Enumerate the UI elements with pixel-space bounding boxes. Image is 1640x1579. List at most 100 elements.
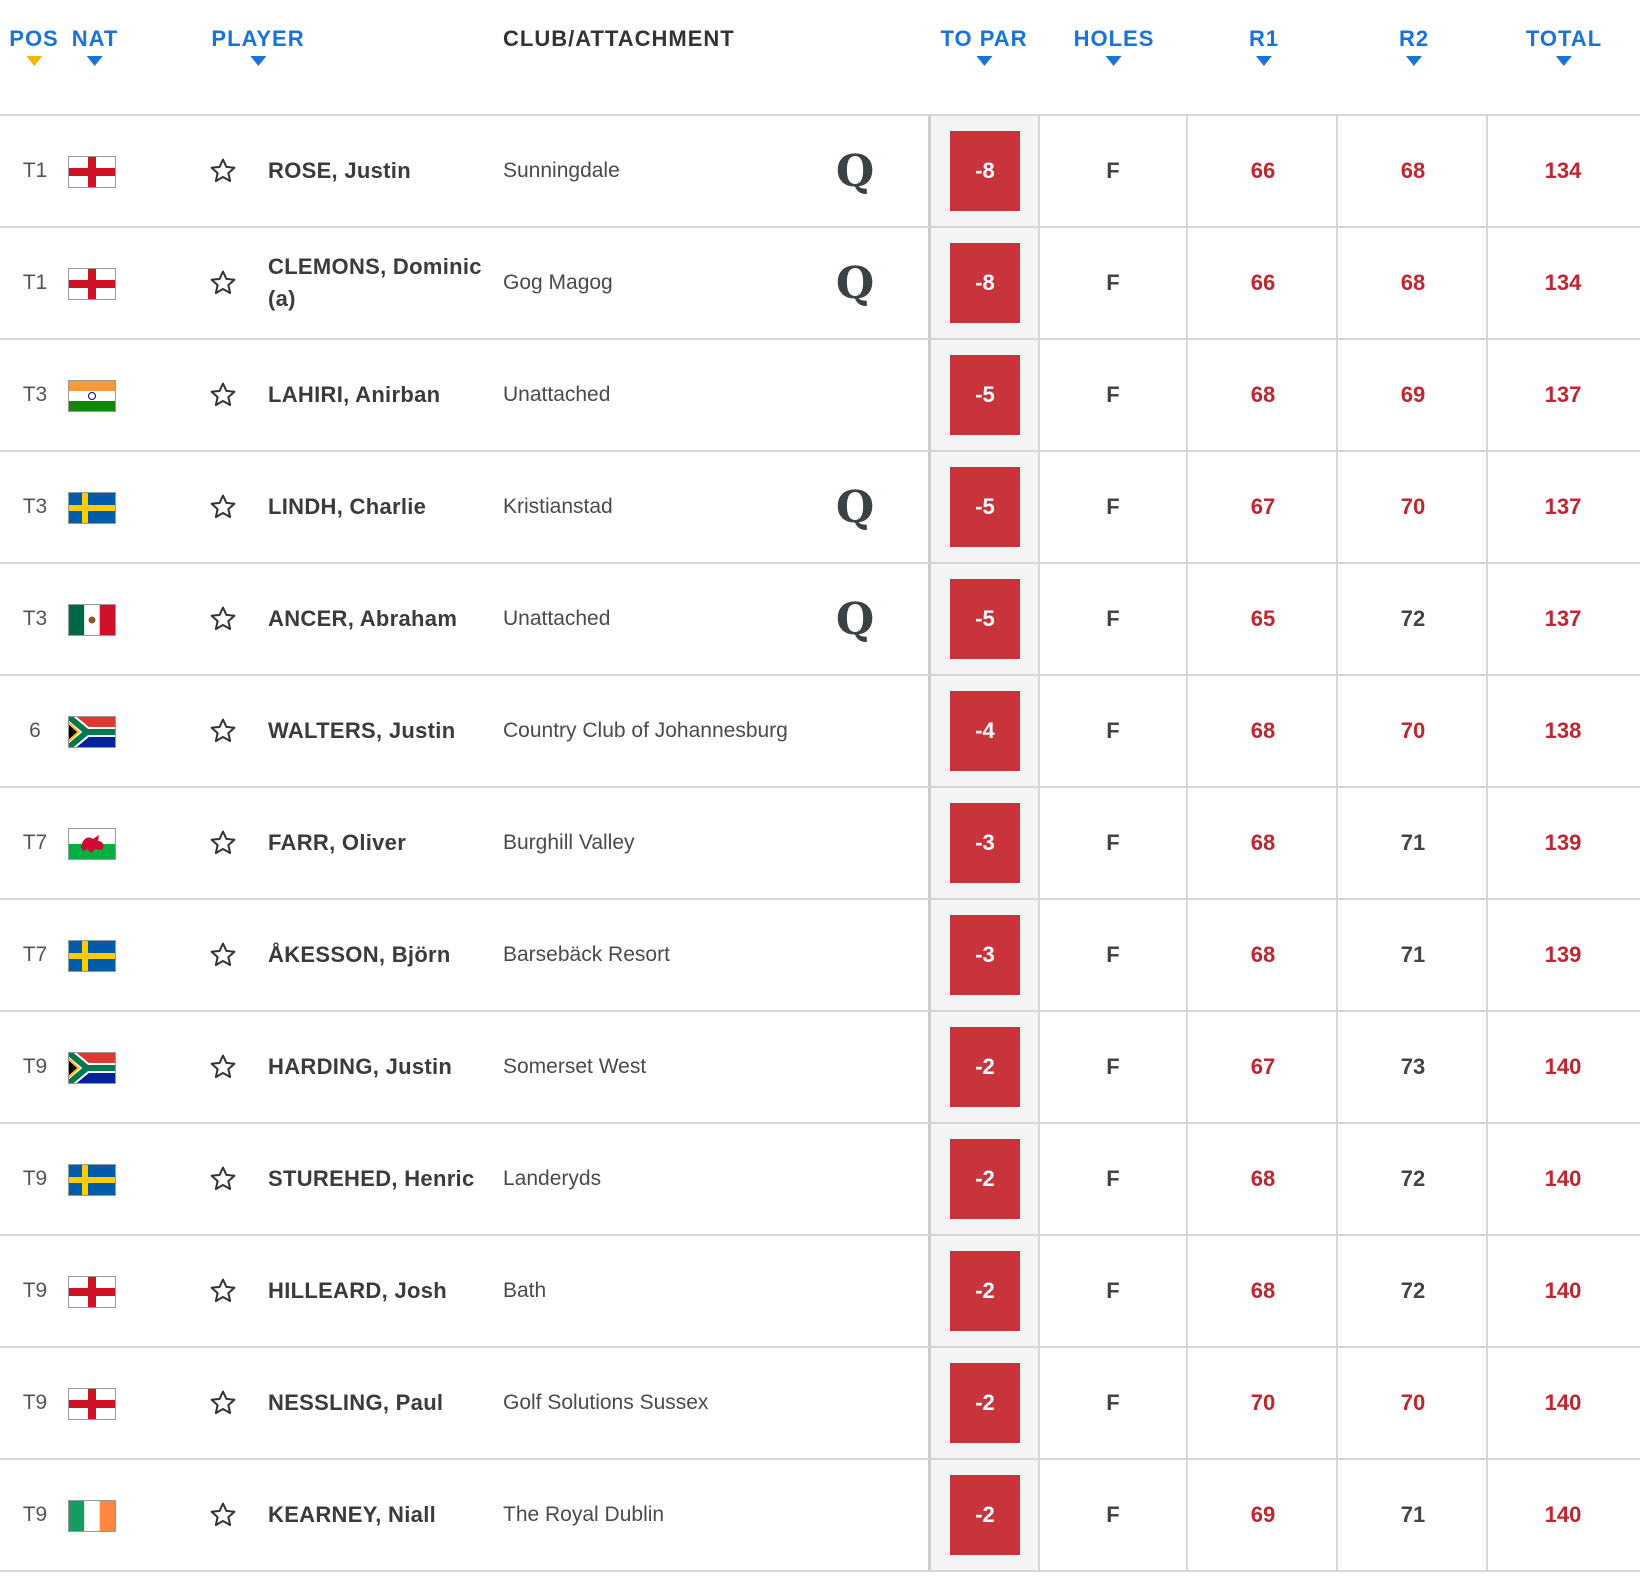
position: T9 [22,1503,48,1526]
column-divider [1336,1236,1338,1346]
total-score: 140 [1544,1390,1582,1415]
club-name: Country Club of Johannesburg [503,719,788,742]
table-row[interactable]: 6 WALTERS, Justin Country Club of Johannes… [0,676,1640,788]
to-par-badge: -5 [950,355,1020,435]
to-par-badge: -8 [950,243,1020,323]
column-divider [1038,676,1040,786]
star-icon[interactable] [206,1236,240,1346]
club-name: Golf Solutions Sussex [503,1391,709,1414]
player-name[interactable]: CLEMONS, Dominic (a) [268,254,482,311]
star-icon[interactable] [206,1012,240,1122]
leaderboard-rows: T1 ROSE, Justin Sunningdale Q -8 F 66 68 134 T1 CL… [0,116,1640,1572]
column-divider [1038,1236,1040,1346]
position: T7 [22,831,48,854]
to-par-badge: -2 [950,1363,1020,1443]
column-divider [1336,1124,1338,1234]
sort-arrow-icon [87,56,103,66]
star-icon[interactable] [206,564,240,674]
total-score: 137 [1544,606,1582,631]
table-row[interactable]: T3 ANCER, Abraham Unattached Q -5 F 65 72 137 [0,564,1640,676]
table-row[interactable]: T9 HARDING, Justin Somerset West -2 F 67 73 140 [0,1012,1640,1124]
sort-holes[interactable]: HOLES [1074,26,1155,66]
star-icon[interactable] [206,452,240,562]
header-club: CLUB/ATTACHMENT [503,26,735,52]
star-icon[interactable] [206,1348,240,1458]
round-1-score: 70 [1250,1390,1276,1415]
round-2-score: 72 [1400,606,1426,631]
column-divider [1186,116,1188,226]
sort-arrow-icon [250,56,266,66]
sort-arrow-icon [1105,56,1122,66]
sort-player[interactable]: PLAYER [211,26,304,66]
qualifier-icon [830,788,880,898]
club-name: Bath [503,1279,547,1302]
table-row[interactable]: T9 NESSLING, Paul Golf Solutions Sussex -2 F… [0,1348,1640,1460]
table-row[interactable]: T9 HILLEARD, Josh Bath -2 F 68 72 140 [0,1236,1640,1348]
to-par-badge: -5 [950,579,1020,659]
header-total-label: TOTAL [1525,26,1603,51]
table-row[interactable]: T1 ROSE, Justin Sunningdale Q -8 F 66 68 134 [0,116,1640,228]
star-icon[interactable] [206,788,240,898]
sort-total[interactable]: TOTAL [1526,26,1602,66]
holes-value: F [1106,1166,1120,1191]
player-name[interactable]: HARDING, Justin [268,1054,453,1079]
header-r1-label: R1 [1248,26,1280,51]
column-divider [1486,900,1488,1010]
player-name[interactable]: HILLEARD, Josh [268,1278,447,1303]
player-name[interactable]: STUREHED, Henric [268,1166,475,1191]
star-icon[interactable] [206,1460,240,1570]
qualifier-icon [830,1236,880,1346]
column-divider [1336,1460,1338,1570]
leaderboard-header: POS NAT PLAYER CLUB/ATTACHMENT TO PAR HO… [0,0,1640,116]
table-row[interactable]: T7 ÅKESSON, Björn Barsebäck Resort -3 F 68 71 1… [0,900,1640,1012]
star-icon[interactable] [206,1124,240,1234]
qualifier-icon [830,1012,880,1122]
player-name[interactable]: FARR, Oliver [268,830,407,855]
player-name[interactable]: ROSE, Justin [268,158,411,183]
to-par-badge: -3 [950,803,1020,883]
table-row[interactable]: T3 LAHIRI, Anirban Unattached -5 F 68 69 137 [0,340,1640,452]
column-divider [1336,1012,1338,1122]
table-row[interactable]: T3 LINDH, Charlie Kristianstad Q -5 F 67 70 137 [0,452,1640,564]
round-2-score: 70 [1400,718,1426,743]
player-name[interactable]: ANCER, Abraham [268,606,458,631]
club-name: Sunningdale [503,159,620,182]
sort-r2[interactable]: R2 [1399,26,1429,66]
column-divider [1486,1348,1488,1458]
player-name[interactable]: LINDH, Charlie [268,494,427,519]
column-divider [1038,452,1040,562]
table-row[interactable]: T9 STUREHED, Henric Landeryds -2 F 68 72 140 [0,1124,1640,1236]
star-icon[interactable] [206,900,240,1010]
column-divider [1486,1012,1488,1122]
player-name[interactable]: WALTERS, Justin [268,718,456,743]
sort-r1[interactable]: R1 [1249,26,1279,66]
table-row[interactable]: T1 CLEMONS, Dominic (a) Gog Magog Q -8 F 66 68 1… [0,228,1640,340]
sort-arrow-icon [1555,56,1572,66]
club-name: Unattached [503,607,611,630]
sweden-flag-icon [68,1164,116,1196]
round-2-score: 70 [1400,1390,1426,1415]
england-flag-icon [68,1388,116,1420]
total-score: 134 [1544,270,1582,295]
column-divider [1186,1348,1188,1458]
india-flag-icon [68,380,116,412]
column-divider [1486,676,1488,786]
player-name[interactable]: ÅKESSON, Björn [268,942,451,967]
star-icon[interactable] [206,676,240,786]
table-row[interactable]: T7 FARR, Oliver Burghill Valley -3 F 68 71 139 [0,788,1640,900]
star-icon[interactable] [206,116,240,226]
table-row[interactable]: T9 KEARNEY, Niall The Royal Dublin -2 F 69 71 1… [0,1460,1640,1572]
star-icon[interactable] [206,340,240,450]
sort-pos[interactable]: POS [9,26,58,66]
player-name[interactable]: NESSLING, Paul [268,1390,444,1415]
player-name[interactable]: LAHIRI, Anirban [268,382,441,407]
player-name[interactable]: KEARNEY, Niall [268,1502,437,1527]
sort-to-par[interactable]: TO PAR [940,26,1027,66]
column-divider [1486,116,1488,226]
star-icon[interactable] [206,228,240,338]
holes-value: F [1106,158,1120,183]
sort-nat[interactable]: NAT [72,26,119,66]
total-score: 137 [1544,382,1582,407]
total-score: 140 [1544,1054,1582,1079]
round-1-score: 68 [1250,942,1276,967]
